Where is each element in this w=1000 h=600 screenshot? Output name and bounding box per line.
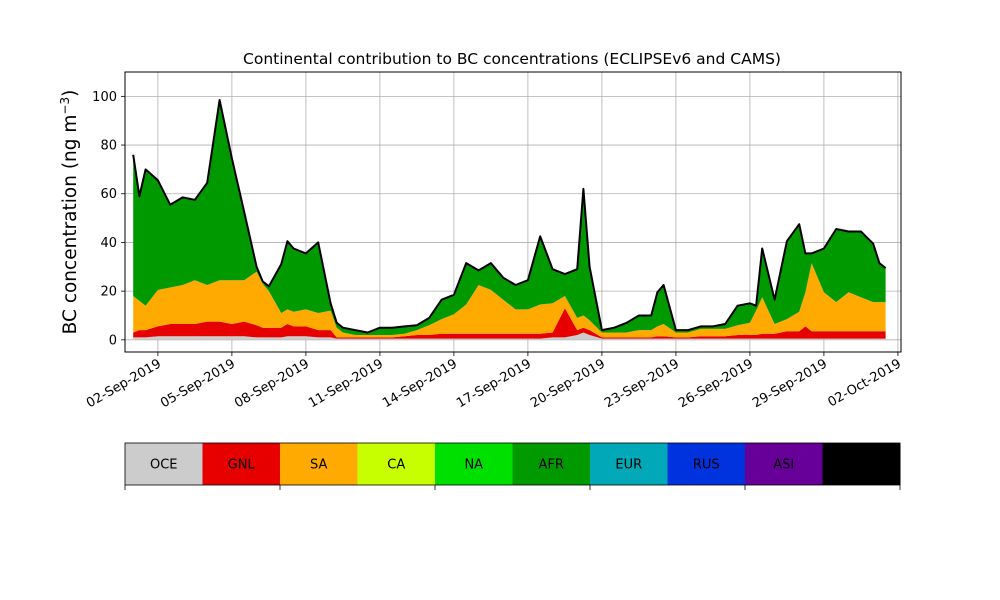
colorbar-label-rus: RUS <box>693 458 720 473</box>
colorbar-swatch-aus <box>822 443 901 485</box>
area-gnl <box>133 308 886 339</box>
area-sa <box>133 263 886 338</box>
colorbar-label-sa: SA <box>310 458 327 473</box>
x-tick-label: 26-Sep-2019 <box>676 356 756 411</box>
total-concentration-line <box>132 99 887 334</box>
x-axis-ticks: 02-Sep-201905-Sep-201908-Sep-201911-Sep-… <box>84 352 904 411</box>
colorbar-label-afr: AFR <box>539 458 564 473</box>
plot-frame <box>124 71 902 353</box>
colorbar-swatch-sa <box>280 443 358 485</box>
x-tick-label: 11-Sep-2019 <box>306 356 386 411</box>
x-tick-label: 05-Sep-2019 <box>158 356 238 411</box>
y-tick-label: 40 <box>100 236 117 251</box>
x-tick-label: 02-Oct-2019 <box>826 356 904 410</box>
colorbar-swatch-eur <box>590 443 668 485</box>
y-axis-ticks: 0 20 40 60 80 100 <box>92 90 125 348</box>
x-tick-label: 29-Sep-2019 <box>750 356 830 411</box>
area-oce <box>133 332 886 340</box>
y-tick-label: 80 <box>100 139 117 154</box>
colorbar-swatch-ca <box>357 443 436 485</box>
y-axis-label: BC concentration (ng m−3) <box>58 90 81 335</box>
x-tick-label: 17-Sep-2019 <box>454 356 534 411</box>
colorbar-label-oce: OCE <box>150 458 178 473</box>
colorbar-label-asi: ASI <box>773 458 794 473</box>
x-tick-label: 02-Sep-2019 <box>84 356 164 411</box>
y-tick-label: 20 <box>100 285 117 300</box>
x-tick-label: 23-Sep-2019 <box>602 356 682 411</box>
region-colorbar: OCE GNL SA CA NA AFR EUR RUS ASI AUS <box>124 442 901 490</box>
y-tick-label: 0 <box>109 333 117 348</box>
stacked-areas <box>133 100 886 340</box>
colorbar-swatch-na <box>435 443 513 485</box>
colorbar-frame <box>124 442 901 486</box>
grid-lines <box>125 72 901 352</box>
colorbar-label-na: NA <box>464 458 483 473</box>
colorbar-label-gnl: GNL <box>228 458 256 473</box>
colorbar-swatch-gnl <box>202 443 281 485</box>
y-tick-label: 60 <box>100 187 117 202</box>
x-tick-label: 14-Sep-2019 <box>380 356 460 411</box>
x-tick-label: 08-Sep-2019 <box>232 356 312 411</box>
x-tick-label: 20-Sep-2019 <box>528 356 608 411</box>
colorbar-label-aus: AUS <box>848 458 875 473</box>
area-afr <box>133 100 886 335</box>
colorbar-swatch-asi <box>745 443 823 485</box>
colorbar-swatch-rus <box>667 443 746 485</box>
y-tick-label: 100 <box>92 90 117 105</box>
colorbar-label-eur: EUR <box>615 458 642 473</box>
colorbar-swatch-afr <box>512 443 591 485</box>
colorbar-swatch-oce <box>125 443 203 485</box>
colorbar-label-ca: CA <box>387 458 405 473</box>
chart-title: Continental contribution to BC concentra… <box>243 50 781 68</box>
